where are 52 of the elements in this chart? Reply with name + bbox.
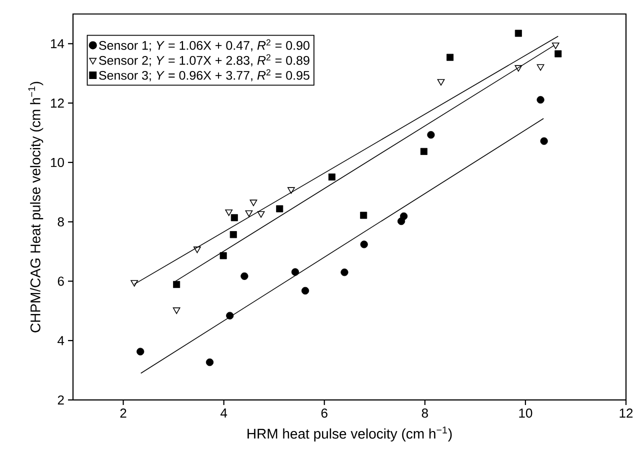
point [291,268,300,276]
x-tick-label: 6 [321,408,328,418]
x-tick-label: 12 [620,408,633,418]
x-tick-label: 4 [220,408,228,418]
x-tick-label: 2 [120,408,126,418]
x-tick-label: 8 [422,408,428,418]
point [446,54,454,61]
point [245,210,253,217]
y-tick-label: 12 [51,98,64,108]
y-tick-label: 14 [51,39,64,48]
point [554,50,562,58]
point [250,200,258,206]
point [536,64,544,71]
point [437,79,445,86]
point [220,252,227,260]
point [193,246,201,254]
point [301,286,310,295]
point [226,312,234,320]
x-tick-label: 10 [519,408,532,418]
legend-label: Sensor 1; Y = 1.06X + 0.47, R$^{2}$ = 0.90 [99,39,310,52]
y-tick-label: 2 [58,395,64,405]
point [136,348,144,356]
y-tick-label: 6 [58,276,64,286]
point [420,148,428,155]
point [400,212,408,220]
point [360,240,368,248]
point [540,137,548,145]
y-axis-title: CHPM/CAG Heat pulse velocity (cm h$^{−1}$) [28,82,44,332]
legend-label: Sensor 2; Y = 1.07X + 2.83, R$^{2}$ = 0.89 [99,54,310,66]
y-tick-label: 8 [58,217,64,226]
legend-label: Sensor 3; Y = 0.96X + 3.77, R$^{2}$ = 0.95 [99,69,310,82]
point [360,212,368,219]
point [340,268,348,276]
point [276,205,284,212]
x-axis-title: HRM heat pulse velocity (cm h$^{−1}$) [248,426,452,442]
point [206,358,214,366]
point [225,209,233,216]
point [257,211,265,218]
point [514,30,522,37]
point [230,231,237,238]
point [172,307,180,314]
point [287,187,295,194]
point [328,174,336,180]
point [230,214,238,222]
point [173,280,180,288]
point [536,96,544,104]
point [552,42,560,50]
point [514,65,522,72]
point [240,272,248,280]
point [427,131,435,139]
y-tick-label: 4 [58,336,64,346]
y-tick-label: 10 [51,158,64,168]
